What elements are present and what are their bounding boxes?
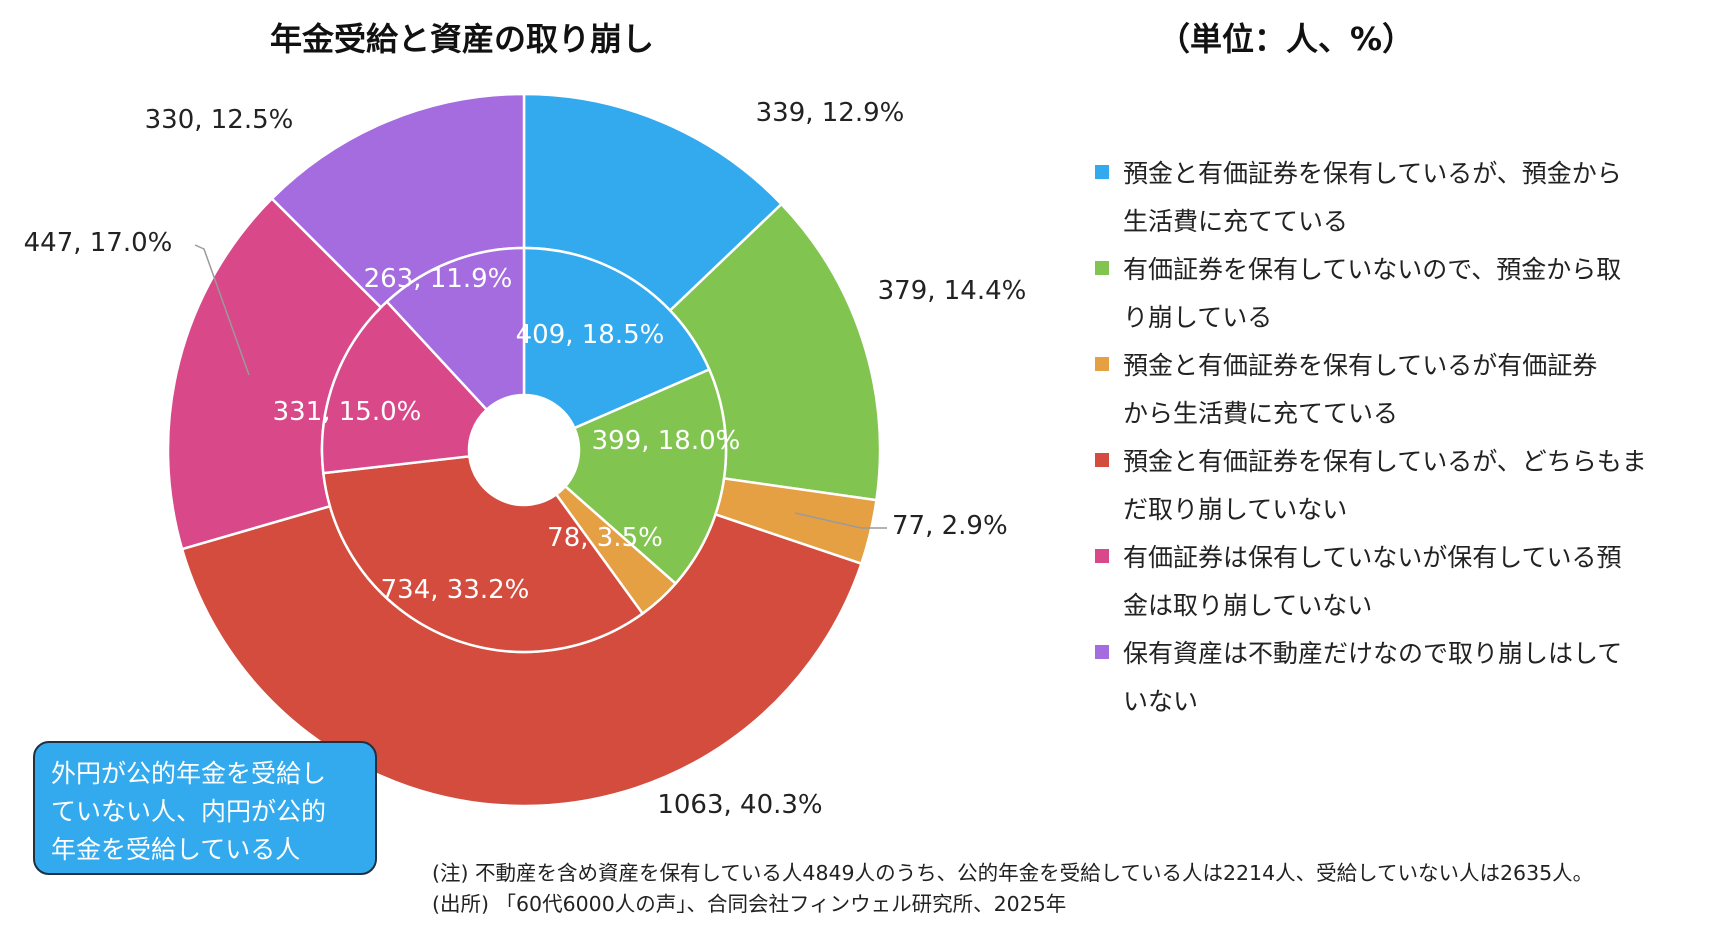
legend-swatch [1095,165,1109,179]
legend-label-line: いない [1123,687,1199,716]
legend-label-line: 預金と有価証券を保有しているが、どちらもま [1123,447,1647,476]
legend-label-line: 生活費に充てている [1123,207,1349,236]
chart-title: 年金受給と資産の取り崩し [270,20,655,58]
inner-ring-slice-1 [522,246,711,430]
inner-data-label: 409, 18.5% [516,320,665,350]
callout-box: 外円が公的年金を受給し ていない人、内円が公的 年金を受給している人 [33,741,377,875]
legend-label-line: 預金と有価証券を保有しているが有価証券 [1123,351,1598,380]
legend-label-line: 金は取り崩していない [1123,591,1373,620]
unit-label: （単位：人、%） [1158,20,1415,58]
callout-line: 年金を受給している人 [51,835,301,864]
leader-line [194,244,250,376]
legend-swatch [1095,357,1109,371]
callout-line: 外円が公的年金を受給し [51,759,327,788]
footnote: (注) 不動産を含め資産を保有している人4849人のうち、公的年金を受給している… [432,858,1593,920]
outer-data-label: 339, 12.9% [756,98,905,128]
legend-label-line: 有価証券は保有していないが保有している預 [1123,543,1622,572]
note-line: (注) 不動産を含め資産を保有している人4849人のうち、公的年金を受給している… [432,861,1594,885]
inner-data-label: 399, 18.0% [592,426,741,456]
outer-data-label: 379, 14.4% [878,276,1027,306]
legend-label-line: 預金と有価証券を保有しているが、預金から [1123,159,1622,188]
inner-data-label: 331, 15.0% [273,397,422,427]
inner-ring-slice-2 [563,367,728,586]
outer-data-label: 77, 2.9% [892,511,1008,541]
inner-data-label: 78, 3.5% [547,523,663,553]
legend-item: 預金と有価証券を保有しているが有価証券 から生活費に充てている [1095,342,1655,438]
leader-line [794,512,887,529]
outer-ring [166,92,882,808]
legend-swatch [1095,261,1109,275]
legend-label-line: り崩している [1123,303,1273,332]
legend-label-line: だ取り崩していない [1123,495,1348,524]
outer-data-label: 330, 12.5% [145,105,294,135]
outer-data-label: 447, 17.0% [24,228,173,258]
legend-label-line: から生活費に充てている [1123,399,1399,428]
legend-item: 預金と有価証券を保有しているが、どちらもま だ取り崩していない [1095,438,1655,534]
legend-item: 保有資産は不動産だけなので取り崩しはして いない [1095,630,1655,726]
outer-data-label: 1063, 40.3% [657,790,822,820]
inner-data-label: 263, 11.9% [364,264,513,294]
legend-item: 有価証券を保有していないので、預金から取 り崩している [1095,246,1655,342]
callout-line: ていない人、内円が公的 [51,797,327,826]
legend-item: 有価証券は保有していないが保有している預 金は取り崩していない [1095,534,1655,630]
leader-lines [194,244,887,529]
legend-swatch [1095,645,1109,659]
inner-ring-slice-5 [320,299,489,475]
inner-ring-slice-4 [321,454,645,654]
legend-item: 預金と有価証券を保有しているが、預金から 生活費に充てている [1095,150,1655,246]
legend-swatch [1095,453,1109,467]
legend-label-line: 保有資産は不動産だけなので取り崩しはして [1123,639,1623,668]
note-line: (出所) 「60代6000人の声」、合同会社フィンウェル研究所、2025年 [432,892,1067,916]
legend: 預金と有価証券を保有しているが、預金から 生活費に充てている 有価証券を保有して… [1095,150,1655,726]
legend-label-line: 有価証券を保有していないので、預金から取 [1123,255,1622,284]
data-labels: 339, 12.9% 379, 14.4% 77, 2.9% 1063, 40.3% 4… [24,98,1027,820]
legend-swatch [1095,549,1109,563]
inner-data-label: 734, 33.2% [381,575,530,605]
inner-ring [320,246,728,654]
inner-ring-slice-6 [385,246,526,412]
